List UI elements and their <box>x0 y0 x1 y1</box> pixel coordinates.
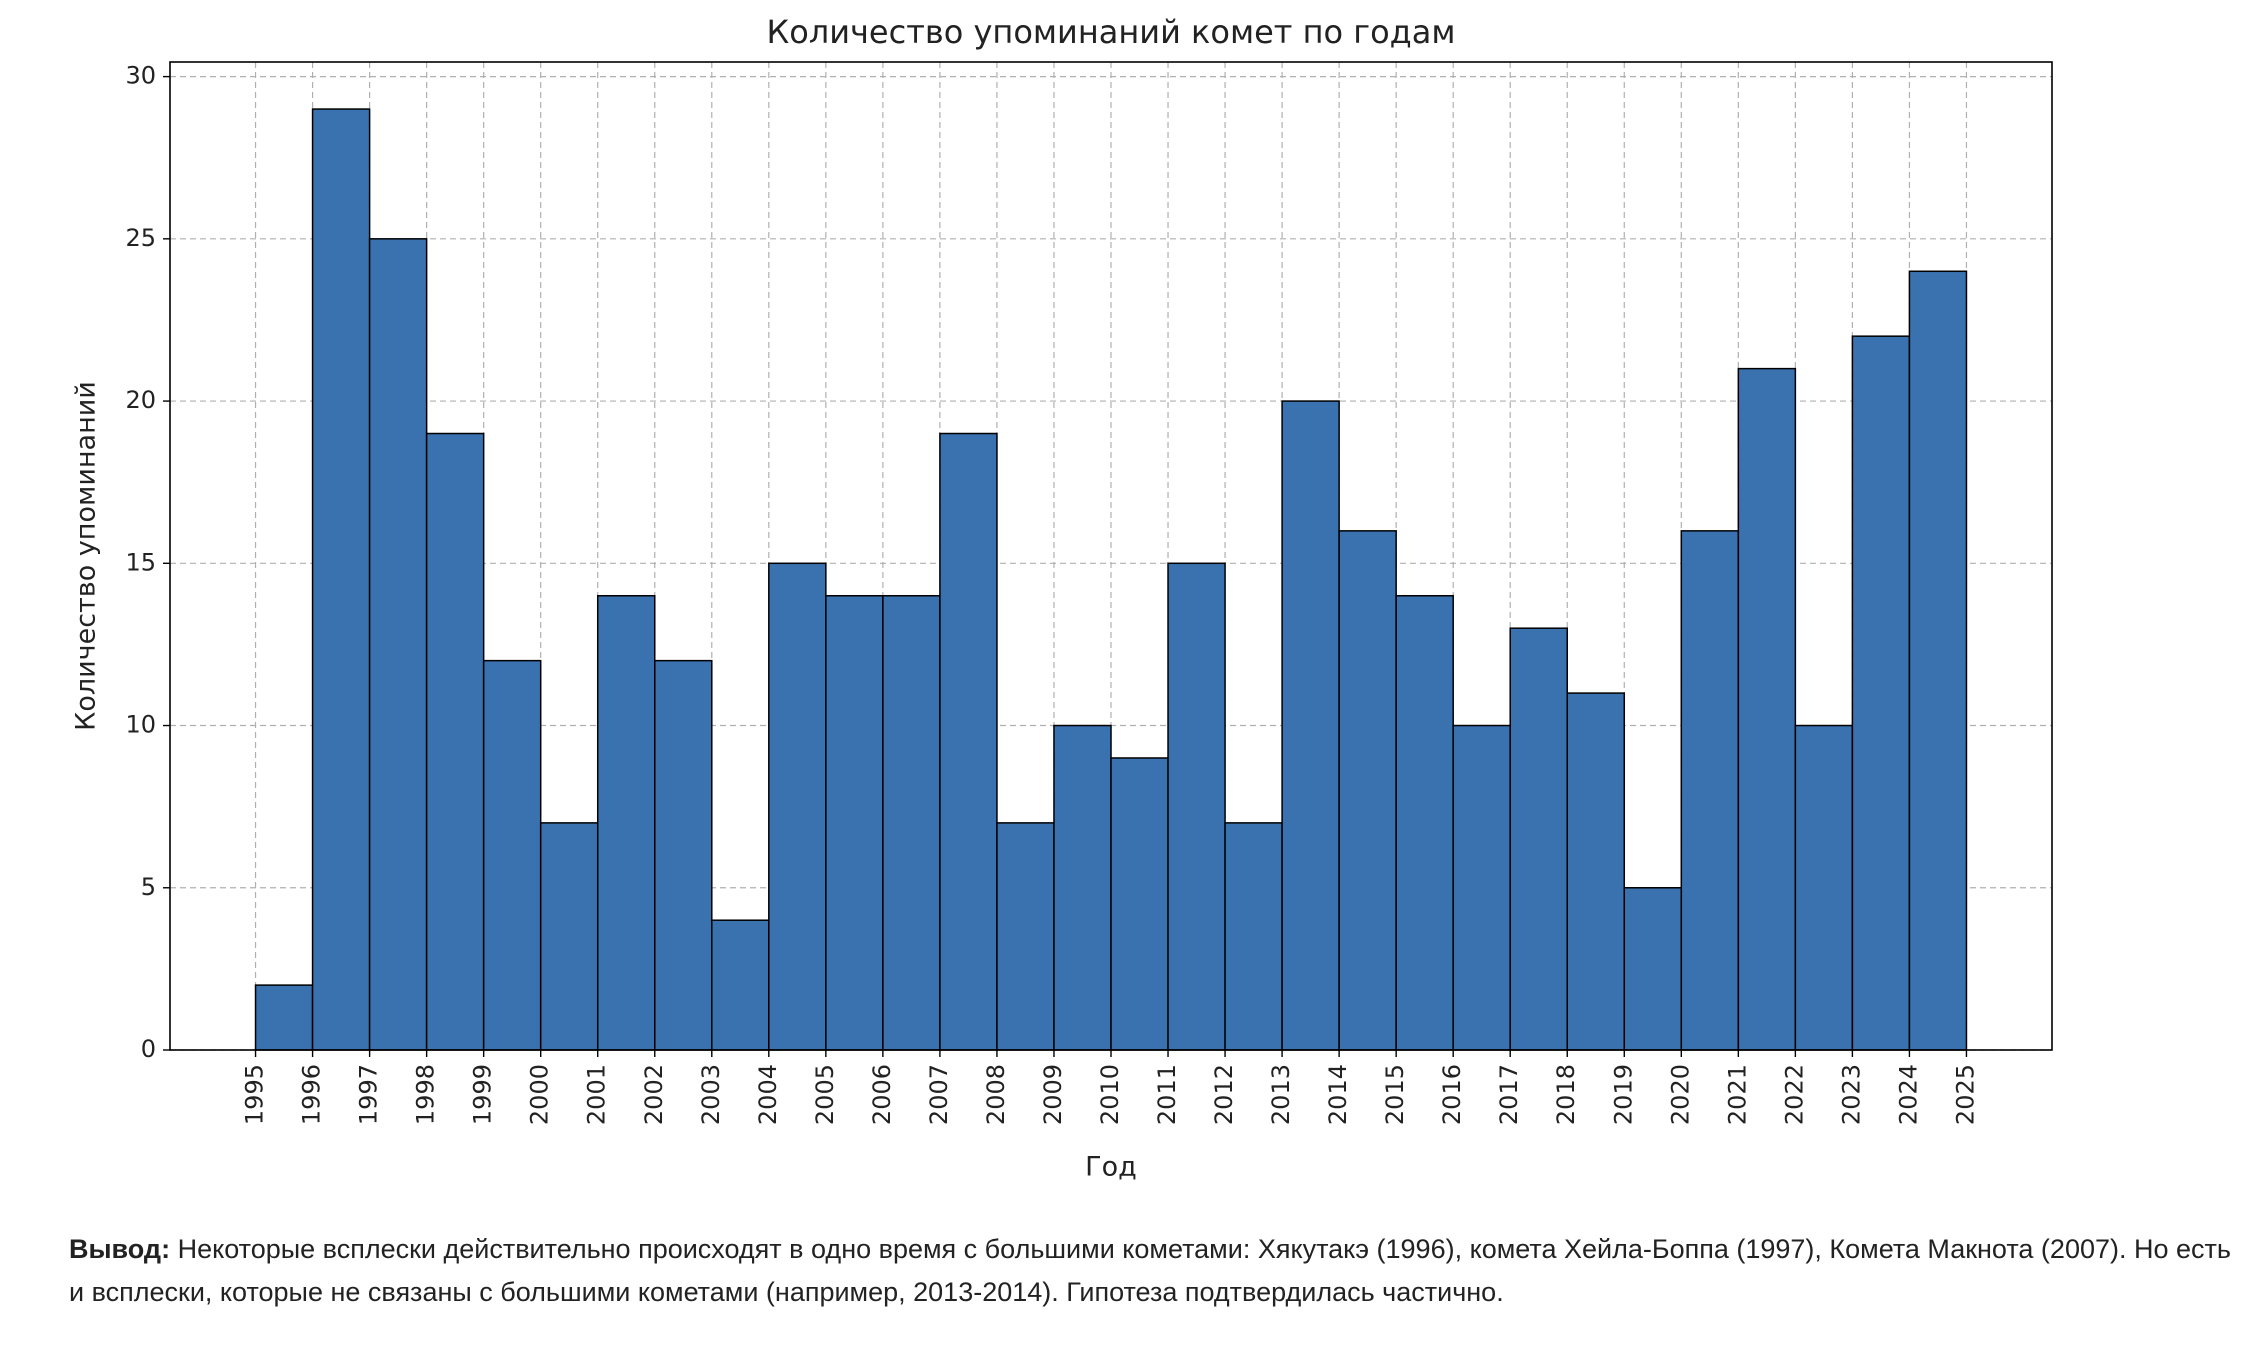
x-tick-label: 2008 <box>982 1064 1010 1125</box>
conclusion-label: Вывод: <box>69 1234 171 1264</box>
bar <box>311 108 371 1051</box>
x-tick-label: 1997 <box>355 1064 383 1125</box>
bar <box>654 659 713 1051</box>
x-tick-label: 2004 <box>754 1064 782 1125</box>
y-tick-label: 15 <box>125 548 156 576</box>
x-tick-label: 2020 <box>1666 1064 1694 1125</box>
bar <box>254 984 314 1051</box>
bar <box>1566 692 1626 1051</box>
bar <box>1110 757 1169 1051</box>
x-tick-label: 2003 <box>697 1064 725 1125</box>
bar <box>825 594 884 1051</box>
y-tick-label: 25 <box>125 224 156 252</box>
bar <box>1680 530 1740 1051</box>
bar <box>482 659 542 1051</box>
x-tick-label: 1995 <box>241 1064 269 1125</box>
bar <box>882 594 941 1051</box>
x-tick-label: 2021 <box>1723 1064 1751 1125</box>
x-tick-label: 2022 <box>1780 1064 1808 1125</box>
x-tick-label: 2017 <box>1495 1064 1523 1125</box>
x-tick-label: 2001 <box>583 1064 611 1125</box>
bar <box>768 562 827 1051</box>
bar <box>425 432 485 1051</box>
x-tick-label: 2018 <box>1552 1064 1580 1125</box>
x-tick-label: 2000 <box>526 1064 554 1125</box>
x-tick-label: 2015 <box>1381 1064 1409 1125</box>
x-tick-label: 2006 <box>868 1064 896 1125</box>
conclusion-text: Некоторые всплески действительно происхо… <box>69 1234 2231 1307</box>
bar <box>1908 270 1968 1051</box>
bar <box>1623 887 1683 1051</box>
x-axis-label: Год <box>1085 1152 1137 1183</box>
y-tick-label: 10 <box>125 711 156 739</box>
x-tick-label: 2009 <box>1039 1064 1067 1125</box>
bar <box>1395 594 1454 1051</box>
x-tick-label: 2012 <box>1210 1064 1238 1125</box>
conclusion: Вывод: Некоторые всплески действительно … <box>69 1228 2244 1314</box>
x-tick-label: 2023 <box>1837 1064 1865 1125</box>
bar <box>1452 724 1511 1051</box>
x-tick-label: 1998 <box>412 1064 440 1125</box>
x-tick-label: 2007 <box>925 1064 953 1125</box>
bar <box>1224 822 1283 1051</box>
bar <box>368 238 428 1051</box>
x-tick-label: 2014 <box>1324 1064 1352 1125</box>
x-tick-label: 2025 <box>1951 1064 1979 1125</box>
bar <box>1509 627 1568 1051</box>
x-tick-label: 2024 <box>1894 1064 1922 1125</box>
bar <box>1851 335 1911 1051</box>
bar <box>1281 400 1340 1051</box>
chart-title: Количество упоминаний комет по годам <box>766 13 1455 51</box>
y-tick-label: 5 <box>141 873 156 901</box>
bar <box>539 822 599 1051</box>
x-tick-label: 2005 <box>811 1064 839 1125</box>
bar <box>1338 530 1397 1051</box>
x-tick-label: 2016 <box>1438 1064 1466 1125</box>
bar <box>1794 724 1854 1051</box>
y-tick-label: 30 <box>125 62 156 90</box>
x-tick-label: 1996 <box>298 1064 326 1125</box>
bar <box>1167 562 1226 1051</box>
x-tick-label: 2010 <box>1096 1064 1124 1125</box>
bar <box>939 432 998 1051</box>
y-tick-label: 20 <box>125 386 156 414</box>
bar <box>596 594 656 1051</box>
bar <box>1737 367 1797 1051</box>
x-tick-label: 2019 <box>1609 1064 1637 1125</box>
y-axis-label: Количество упоминаний <box>71 381 102 731</box>
bar <box>711 919 770 1051</box>
x-tick-label: 2002 <box>640 1064 668 1125</box>
chart: Количество упоминаний комет по годам Год… <box>71 13 2053 1183</box>
bar <box>1053 724 1112 1051</box>
bar <box>996 822 1055 1051</box>
x-tick-label: 2013 <box>1267 1064 1295 1125</box>
x-tick-label: 2011 <box>1153 1064 1181 1125</box>
y-tick-label: 0 <box>141 1035 156 1063</box>
x-tick-label: 1999 <box>469 1064 497 1125</box>
